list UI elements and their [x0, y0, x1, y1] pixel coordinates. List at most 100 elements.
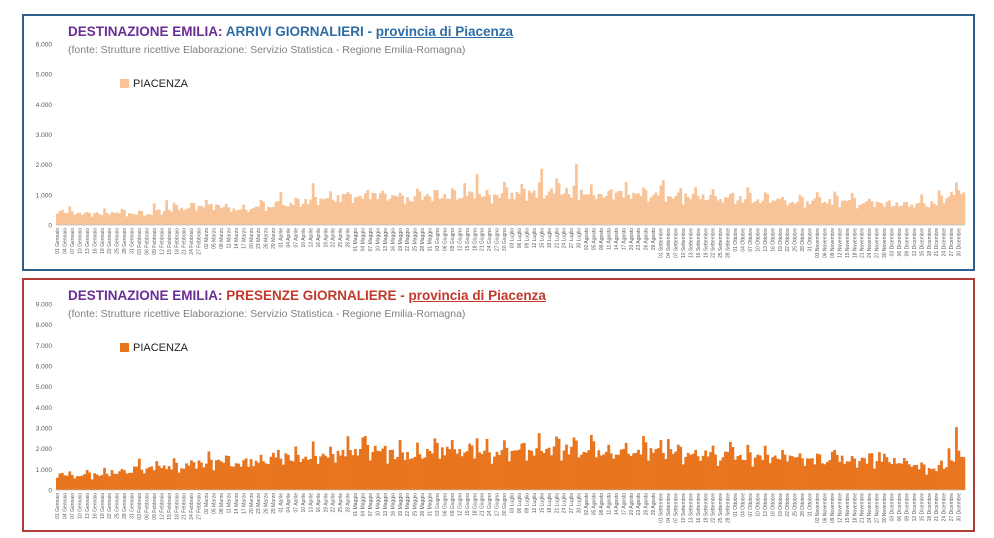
bar [629, 198, 633, 225]
bar [768, 463, 772, 490]
bar [60, 209, 64, 225]
x-tick-label: 15 Febbraio [167, 493, 173, 520]
bar [100, 474, 104, 490]
x-tick-label: 18 Febbraio [174, 493, 180, 520]
bar [450, 440, 454, 490]
bar [435, 442, 439, 490]
bar [160, 468, 164, 490]
bar [435, 190, 439, 225]
bar [503, 440, 506, 490]
bar [306, 459, 310, 490]
bar [729, 441, 732, 490]
title-province-link[interactable]: provincia di Piacenza [375, 24, 514, 39]
bar [458, 198, 462, 225]
x-tick-label: 31 Maggio [428, 493, 434, 517]
title-province-link[interactable]: provincia di Piacenza [408, 288, 546, 303]
x-tick-label: 14 Agosto [614, 493, 620, 515]
bar [873, 468, 876, 490]
bar [873, 207, 876, 225]
x-tick-label: 16 Gennaio [92, 228, 98, 254]
bar [88, 212, 92, 225]
x-tick-label: 03 Giugno [435, 493, 441, 516]
x-tick-label: 15 Novembre [845, 493, 851, 523]
bar [344, 194, 347, 225]
x-tick-label: 27 Febbraio [197, 228, 203, 255]
x-tick-label: 18 Luglio [547, 228, 553, 249]
x-tick-label: 14 Marzo [234, 493, 240, 514]
title-separator: - [363, 24, 376, 39]
bar [359, 448, 362, 490]
bar [582, 451, 586, 490]
bar [786, 461, 789, 490]
bar [145, 214, 149, 225]
x-tick-label: 26 Agosto [644, 493, 650, 515]
bar [147, 467, 151, 490]
bar [247, 211, 250, 225]
bar [791, 201, 794, 225]
bar [282, 464, 285, 490]
bar [860, 203, 864, 225]
x-tick-label: 13 Ottobre [763, 493, 769, 517]
bar [599, 455, 603, 490]
bar [609, 453, 613, 490]
bar [160, 214, 164, 225]
bar [527, 190, 531, 225]
bar [796, 457, 799, 490]
y-tick-label: 7.000 [36, 343, 53, 350]
bar [90, 479, 94, 490]
x-tick-label: 27 Giugno [495, 228, 501, 251]
bar [309, 199, 313, 225]
bar [60, 472, 64, 490]
bar [488, 452, 491, 490]
bar [408, 200, 412, 225]
bar [257, 462, 260, 490]
x-tick-label: 16 Settembre [696, 493, 702, 523]
bar [282, 204, 285, 225]
bar [952, 194, 956, 225]
bar [200, 205, 203, 225]
bar [942, 203, 946, 225]
bar [604, 196, 608, 225]
x-tick-label: 21 Giugno [480, 493, 486, 516]
bar [498, 198, 501, 225]
x-tick-label: 07 Aprile [293, 228, 299, 248]
bar [927, 207, 931, 225]
x-tick-label: 30 Giugno [502, 493, 508, 516]
bar [142, 473, 146, 490]
bar [746, 187, 750, 225]
bar [758, 203, 762, 225]
bar [920, 194, 924, 225]
x-tick-label: 14 Marzo [234, 228, 240, 249]
bar [617, 454, 621, 490]
bar [416, 442, 419, 490]
bar [818, 454, 822, 490]
bar [917, 469, 921, 490]
bar [403, 460, 407, 490]
bar [557, 183, 561, 225]
x-tick-label: 18 Giugno [472, 228, 478, 251]
x-tick-label: 09 Dicembre [904, 493, 910, 522]
bar [828, 199, 832, 225]
bar [406, 452, 409, 490]
bar [937, 190, 941, 225]
bar [666, 196, 670, 225]
bar [811, 458, 814, 490]
arrivi-chart-panel: DESTINAZIONE EMILIA: ARRIVI GIORNALIERI … [22, 14, 975, 271]
bar [351, 455, 355, 490]
bar [142, 216, 146, 225]
x-tick-label: 18 Giugno [472, 493, 478, 516]
bar [123, 470, 126, 490]
bar [647, 201, 650, 225]
bar [714, 196, 717, 225]
bar [205, 463, 208, 490]
bar [108, 214, 111, 225]
bar [644, 442, 648, 490]
bar [150, 466, 154, 490]
bar [870, 453, 874, 490]
bar [890, 464, 894, 490]
x-tick-label: 01 Settembre [659, 228, 665, 258]
bar [329, 446, 332, 490]
bar [460, 198, 464, 225]
bar [264, 210, 268, 225]
bar [716, 200, 720, 225]
